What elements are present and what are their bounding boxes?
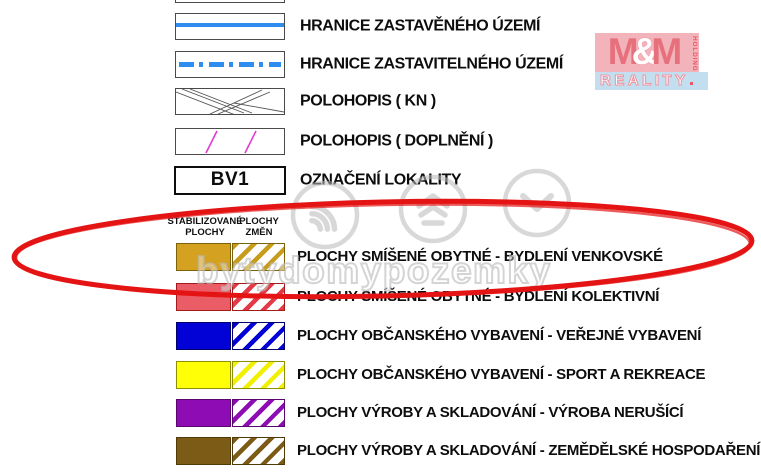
area-legend-row: PLOCHY VÝROBY A SKLADOVÁNÍ - VÝROBA NERU… — [0, 399, 761, 428]
area-item-label: PLOCHY OBČANSKÉHO VYBAVENÍ - SPORT A REK… — [297, 366, 706, 384]
magenta-lines-swatch — [175, 128, 285, 155]
solid-blue-line-swatch — [175, 13, 285, 40]
stabilized-area-swatch — [176, 437, 231, 465]
locality-code-value: BV1 — [210, 169, 250, 190]
area-legend-row: PLOCHY OBČANSKÉHO VYBAVENÍ - SPORT A REK… — [0, 361, 761, 390]
area-item-label: PLOCHY OBČANSKÉHO VYBAVENÍ - VEŘEJNÉ VYB… — [297, 327, 702, 345]
change-area-swatch-hatched — [232, 361, 285, 389]
solid-blue-line-graphic — [176, 23, 284, 27]
change-area-swatch-hatched — [232, 399, 285, 427]
dash-dot-blue-line-swatch — [175, 51, 285, 78]
logo-ampersand: & — [631, 33, 659, 72]
stabilized-area-swatch — [176, 361, 231, 389]
logo-holding-text: HOLDING — [691, 36, 698, 72]
cadastre-lines-graphic — [176, 89, 284, 114]
cropped-symbol-box — [175, 0, 285, 3]
legend-line-item: HRANICE ZASTAVĚNÉHO ÚZEMÍ — [0, 13, 761, 41]
stabilized-area-swatch — [176, 283, 231, 311]
area-legend-row: PLOCHY SMÍŠENÉ OBYTNÉ - BYDLENÍ KOLEKTIV… — [0, 283, 761, 312]
area-legend-row: PLOCHY VÝROBY A SKLADOVÁNÍ - ZEMĚDĚLSKÉ … — [0, 437, 761, 466]
legend-item-label: POLOHOPIS ( DOPLNĚNÍ ) — [300, 132, 493, 150]
logo-reality-text: REALITY — [600, 72, 689, 90]
dash-dot-line-graphic — [179, 62, 281, 67]
logo-mm-text: M&M — [595, 33, 691, 72]
logo-trademark-dot — [689, 82, 693, 85]
area-item-label: PLOCHY SMÍŠENÉ OBYTNÉ - BYDLENÍ KOLEKTIV… — [297, 288, 660, 306]
logo-letter: M — [651, 33, 682, 72]
legend-item-label: HRANICE ZASTAVITELNÉHO ÚZEMÍ — [300, 55, 563, 73]
area-item-label: PLOCHY SMÍŠENÉ OBYTNÉ - BYDLENÍ VENKOVSK… — [297, 248, 663, 266]
change-area-swatch-hatched — [232, 437, 285, 465]
area-legend-row-highlighted: PLOCHY SMÍŠENÉ OBYTNÉ - BYDLENÍ VENKOVSK… — [0, 243, 761, 272]
locality-code-swatch: BV1 — [174, 166, 286, 195]
change-area-swatch-hatched — [232, 322, 285, 350]
logo-top-block: M&M HOLDING — [595, 33, 699, 72]
area-item-label: PLOCHY VÝROBY A SKLADOVÁNÍ - VÝROBA NERU… — [297, 404, 684, 422]
legend-item-label: POLOHOPIS ( KN ) — [300, 92, 436, 110]
change-area-swatch-hatched — [232, 283, 285, 311]
legend-line-item: HRANICE ZASTAVITELNÉHO ÚZEMÍ — [0, 51, 761, 79]
legend-line-item: POLOHOPIS ( DOPLNĚNÍ ) — [0, 128, 761, 156]
mm-reality-logo: M&M HOLDING REALITY — [595, 33, 708, 90]
stabilized-area-swatch — [176, 399, 231, 427]
logo-reality-bar: REALITY — [595, 72, 708, 90]
stabilized-area-swatch — [176, 322, 231, 350]
area-legend-row: PLOCHY OBČANSKÉHO VYBAVENÍ - VEŘEJNÉ VYB… — [0, 322, 761, 351]
logo-letter: M — [607, 33, 639, 72]
legend-item-label: HRANICE ZASTAVĚNÉHO ÚZEMÍ — [300, 17, 541, 35]
area-item-label: PLOCHY VÝROBY A SKLADOVÁNÍ - ZEMĚDĚLSKÉ … — [297, 442, 761, 460]
change-area-swatch-hatched — [232, 243, 285, 271]
cadastre-lines-swatch — [175, 88, 285, 115]
legend-line-item: POLOHOPIS ( KN ) — [0, 88, 761, 116]
stabilized-area-swatch — [176, 243, 231, 271]
magenta-lines-graphic — [205, 130, 257, 154]
